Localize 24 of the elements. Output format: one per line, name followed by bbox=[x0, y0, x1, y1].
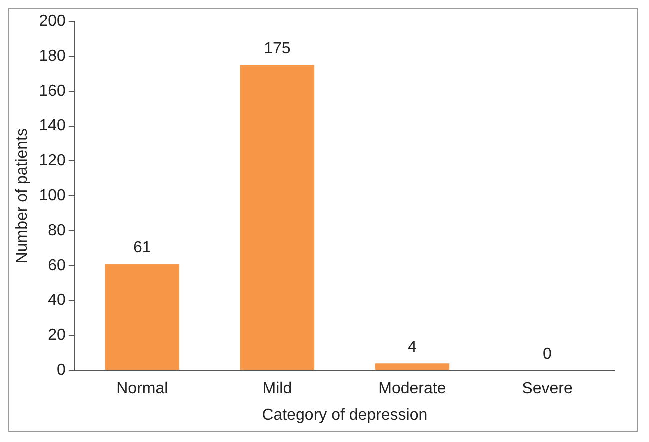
data-label: 4 bbox=[408, 339, 418, 356]
y-tick-label: 60 bbox=[48, 257, 66, 274]
x-tick-label: Moderate bbox=[378, 380, 446, 398]
y-tick-label: 40 bbox=[48, 292, 66, 310]
bar bbox=[375, 364, 450, 370]
x-tick-label: Normal bbox=[116, 380, 168, 398]
y-tick-label: 100 bbox=[39, 188, 66, 205]
y-tick-label: 140 bbox=[39, 118, 66, 135]
data-label: 0 bbox=[543, 346, 552, 364]
y-tick-label: 180 bbox=[39, 48, 66, 65]
data-label: 61 bbox=[134, 240, 152, 257]
y-tick-label: 200 bbox=[39, 13, 66, 30]
y-tick-label: 20 bbox=[48, 327, 66, 344]
x-tick-label: Severe bbox=[522, 380, 573, 398]
y-tick-label: 0 bbox=[56, 362, 66, 380]
bar bbox=[105, 264, 180, 370]
y-tick-label: 120 bbox=[39, 152, 66, 170]
y-tick-label: 80 bbox=[48, 222, 66, 240]
x-tick-label: Mild bbox=[262, 380, 292, 398]
x-axis-title: Category of depression bbox=[262, 406, 428, 424]
y-tick-label: 160 bbox=[39, 82, 66, 100]
bar bbox=[240, 65, 315, 370]
y-axis-title: Number of patients bbox=[14, 128, 32, 264]
data-label: 175 bbox=[264, 40, 291, 58]
